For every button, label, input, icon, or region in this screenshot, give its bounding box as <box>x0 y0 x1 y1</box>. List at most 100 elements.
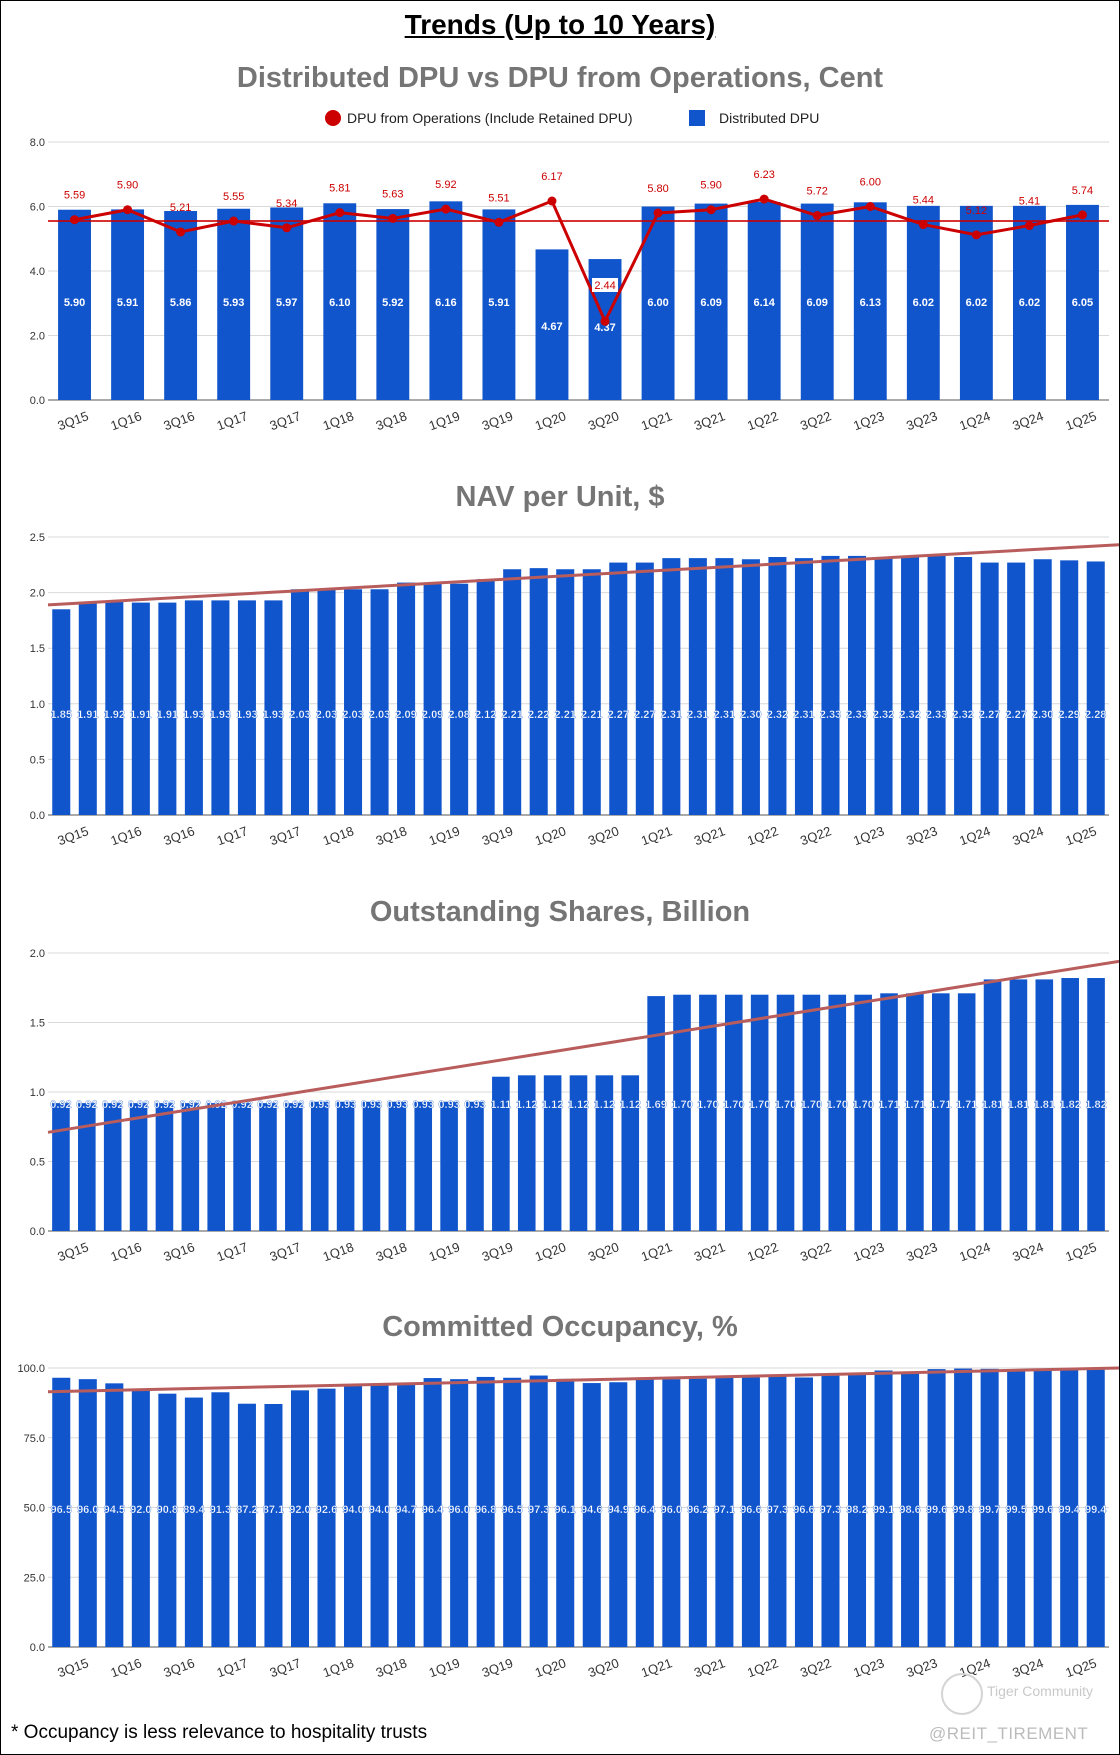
bar-label: 6.00 <box>647 297 668 309</box>
bar <box>285 1103 303 1231</box>
bar-label: 98.2 <box>846 1504 867 1516</box>
bar <box>901 1371 920 1647</box>
bar-label: 0.92 <box>76 1099 97 1111</box>
y-tick-label: 25.0 <box>24 1572 45 1584</box>
x-tick-label: 1Q17 <box>215 1239 250 1264</box>
bar <box>1060 560 1079 815</box>
x-tick-label: 3Q24 <box>1010 1655 1045 1680</box>
bar <box>1087 978 1105 1231</box>
y-tick-label: 2.0 <box>30 331 45 343</box>
bar-label: 0.92 <box>154 1099 175 1111</box>
bar-label: 2.27 <box>979 709 1000 721</box>
bar <box>582 569 601 815</box>
bar <box>1060 1369 1079 1647</box>
bar-label: 92.6 <box>316 1504 337 1516</box>
x-tick-label: 1Q22 <box>745 1239 780 1264</box>
tiger-logo-icon <box>941 1673 983 1715</box>
x-tick-label: 1Q19 <box>427 823 462 848</box>
bar <box>927 555 946 815</box>
operations-point <box>547 196 557 206</box>
bar-label: 6.16 <box>435 297 456 309</box>
bar <box>155 1103 174 1231</box>
bar-label: 6.02 <box>966 297 987 309</box>
x-tick-label: 1Q19 <box>427 1655 462 1680</box>
bar <box>317 1388 336 1647</box>
bar <box>450 1379 469 1647</box>
operations-point <box>335 208 345 218</box>
bar <box>694 203 728 400</box>
bar <box>880 993 898 1231</box>
bar <box>217 208 251 400</box>
bar <box>211 600 230 815</box>
bar-label: 1.91 <box>130 709 151 721</box>
bar <box>233 1103 251 1231</box>
bar-label: 0.92 <box>257 1099 278 1111</box>
bar <box>609 562 628 815</box>
bar <box>397 1382 416 1647</box>
x-tick-label: 1Q20 <box>533 1655 568 1680</box>
bar-label: 2.08 <box>448 709 469 721</box>
bar-label: 0.92 <box>128 1099 149 1111</box>
bar <box>556 569 575 815</box>
bar-label: 2.32 <box>873 709 894 721</box>
bar-label: 0.92 <box>102 1099 123 1111</box>
bar-label: 1.93 <box>263 709 284 721</box>
bar <box>901 557 920 815</box>
bar-label: 94.9 <box>608 1504 629 1516</box>
bar-label: 5.97 <box>276 297 297 309</box>
bar-label: 1.70 <box>775 1099 796 1111</box>
point-label: 5.63 <box>382 188 403 200</box>
point-label-bg <box>592 278 619 292</box>
x-tick-label: 3Q23 <box>904 408 939 433</box>
x-tick-label: 1Q16 <box>109 1655 144 1680</box>
bar <box>828 994 847 1231</box>
bar-label: 2.31 <box>687 709 708 721</box>
bar <box>310 1101 329 1231</box>
bar <box>741 1377 760 1647</box>
chart-title: Outstanding Shares, Billion <box>370 896 750 928</box>
bar <box>1066 204 1099 400</box>
bar-label: 96.0 <box>448 1504 469 1516</box>
bar <box>543 1075 562 1231</box>
bar <box>336 1101 355 1231</box>
bar <box>259 1103 277 1231</box>
dpu-chart: Distributed DPU vs DPU from Operations, … <box>30 62 1109 433</box>
page-title: Trends (Up to 10 Years) <box>404 9 716 40</box>
bar <box>264 600 283 815</box>
operations-point <box>653 208 663 218</box>
bar-label: 96.5 <box>501 1504 522 1516</box>
x-tick-label: 3Q23 <box>904 1655 939 1680</box>
bar <box>688 1378 707 1647</box>
x-tick-label: 1Q19 <box>427 1239 462 1264</box>
bar-label: 5.86 <box>170 297 191 309</box>
bar-label: 1.70 <box>749 1099 770 1111</box>
bar-label: 96.0 <box>661 1504 682 1516</box>
x-tick-label: 3Q22 <box>798 1655 833 1680</box>
bar-label: 2.30 <box>740 709 761 721</box>
bar-label: 94.7 <box>395 1504 416 1516</box>
bar <box>131 1390 150 1647</box>
bar <box>52 1103 70 1231</box>
bar-label: 2.31 <box>661 709 682 721</box>
x-tick-label: 3Q18 <box>374 1239 409 1264</box>
x-tick-label: 1Q25 <box>1063 1239 1098 1264</box>
bar-label: 1.12 <box>516 1099 537 1111</box>
bar <box>423 1378 442 1647</box>
bar-label: 99.1 <box>873 1504 894 1516</box>
bar <box>370 1384 389 1647</box>
x-tick-label: 3Q19 <box>480 1239 515 1264</box>
x-tick-label: 3Q16 <box>162 1655 197 1680</box>
y-tick-label: 50.0 <box>24 1503 45 1515</box>
chart-title: Distributed DPU vs DPU from Operations, … <box>237 62 883 94</box>
y-tick-label: 0.5 <box>30 754 45 766</box>
shares-chart: Outstanding Shares, Billion 0.0 0.5 1.0 1.5 2… <box>30 896 1119 1264</box>
bar <box>440 1101 458 1231</box>
bar-label: 99.6 <box>926 1504 947 1516</box>
bar <box>211 1392 230 1647</box>
bar <box>52 1377 71 1647</box>
bar-label: 2.21 <box>555 709 576 721</box>
x-tick-label: 3Q17 <box>268 1655 303 1680</box>
bar <box>105 1383 124 1647</box>
x-tick-label: 1Q17 <box>215 823 250 848</box>
x-tick-label: 1Q17 <box>215 1655 250 1680</box>
